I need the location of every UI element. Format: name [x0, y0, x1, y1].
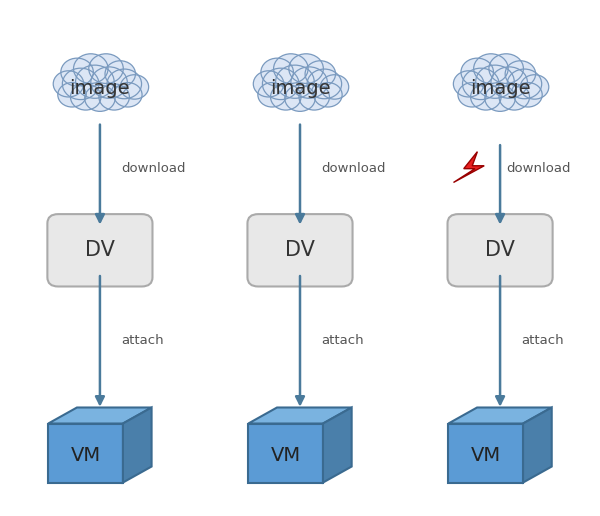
Circle shape	[253, 71, 284, 97]
Circle shape	[61, 58, 94, 86]
Circle shape	[120, 75, 149, 99]
Circle shape	[489, 54, 523, 84]
Circle shape	[463, 68, 499, 100]
Circle shape	[85, 85, 115, 111]
Text: attach: attach	[121, 334, 163, 347]
Circle shape	[262, 68, 299, 100]
Circle shape	[58, 83, 86, 107]
Circle shape	[91, 67, 127, 98]
Polygon shape	[448, 408, 552, 424]
Text: DV: DV	[285, 240, 315, 260]
Polygon shape	[523, 408, 552, 482]
FancyBboxPatch shape	[448, 214, 553, 286]
Circle shape	[271, 84, 301, 110]
Circle shape	[520, 75, 549, 99]
Circle shape	[499, 84, 530, 110]
Circle shape	[491, 67, 527, 98]
Circle shape	[258, 83, 286, 107]
Polygon shape	[323, 408, 352, 482]
Circle shape	[275, 65, 314, 98]
Circle shape	[107, 69, 142, 99]
Polygon shape	[248, 408, 352, 424]
Polygon shape	[248, 424, 323, 482]
Text: DV: DV	[485, 240, 515, 260]
Circle shape	[289, 54, 323, 84]
Text: VM: VM	[470, 446, 501, 465]
Circle shape	[505, 61, 536, 87]
Text: attach: attach	[321, 334, 364, 347]
Circle shape	[274, 54, 308, 84]
Polygon shape	[454, 152, 484, 183]
Circle shape	[507, 69, 542, 99]
Circle shape	[62, 68, 99, 100]
Text: VM: VM	[71, 446, 101, 465]
Circle shape	[89, 54, 123, 84]
Polygon shape	[48, 408, 152, 424]
Circle shape	[105, 61, 136, 87]
Circle shape	[470, 84, 501, 110]
Circle shape	[458, 83, 487, 107]
Circle shape	[514, 83, 542, 107]
Polygon shape	[123, 408, 152, 482]
Polygon shape	[48, 424, 123, 482]
Circle shape	[74, 54, 108, 84]
Circle shape	[314, 83, 342, 107]
Text: download: download	[506, 162, 571, 175]
Circle shape	[76, 65, 114, 98]
Circle shape	[99, 84, 130, 110]
Circle shape	[307, 69, 341, 99]
Circle shape	[261, 58, 293, 86]
Circle shape	[70, 84, 101, 110]
Text: download: download	[321, 162, 385, 175]
Circle shape	[473, 54, 508, 84]
Polygon shape	[448, 424, 523, 482]
FancyBboxPatch shape	[247, 214, 353, 286]
Circle shape	[454, 71, 484, 97]
Text: DV: DV	[85, 240, 115, 260]
Circle shape	[305, 61, 335, 87]
Text: attach: attach	[521, 334, 563, 347]
Circle shape	[299, 84, 329, 110]
Circle shape	[320, 75, 349, 99]
Circle shape	[113, 83, 142, 107]
Text: image: image	[70, 79, 130, 98]
Circle shape	[53, 71, 83, 97]
FancyBboxPatch shape	[47, 214, 152, 286]
Circle shape	[461, 58, 493, 86]
Text: download: download	[121, 162, 185, 175]
Text: image: image	[470, 79, 530, 98]
Circle shape	[476, 65, 514, 98]
Circle shape	[285, 85, 315, 111]
Text: VM: VM	[271, 446, 301, 465]
Text: image: image	[269, 79, 331, 98]
Circle shape	[291, 67, 328, 98]
Circle shape	[485, 85, 515, 111]
